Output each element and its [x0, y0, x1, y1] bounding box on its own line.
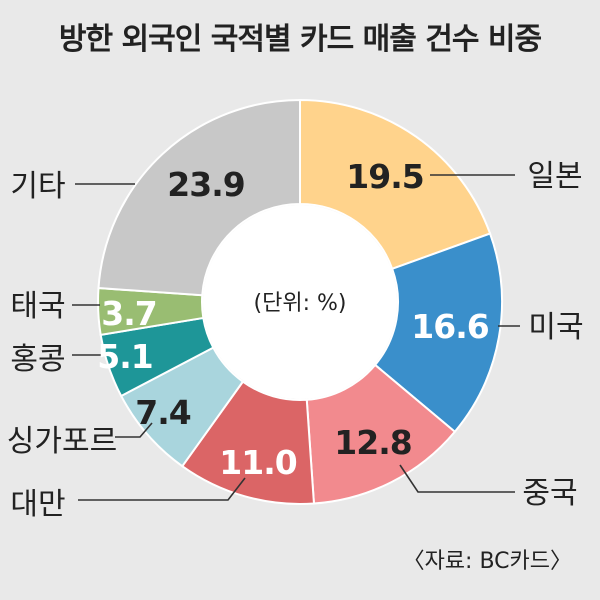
center-label: (단위: %) — [254, 291, 347, 316]
chart-title: 방한 외국인 국적별 카드 매출 건수 비중 — [58, 22, 542, 57]
category-label-3: 대만 — [10, 487, 65, 522]
leader-line-2 — [399, 464, 515, 493]
value-label-0: 19.5 — [346, 157, 423, 196]
category-label-4: 싱가포르 — [7, 424, 117, 459]
value-label-3: 11.0 — [219, 443, 296, 482]
source-note: 〈자료: BC카드〉 — [402, 549, 572, 574]
category-label-5: 홍콩 — [10, 342, 65, 377]
value-label-4: 7.4 — [135, 393, 190, 432]
value-label-5: 5.1 — [97, 337, 152, 376]
value-label-1: 16.6 — [411, 307, 488, 346]
leader-line-4 — [115, 422, 153, 438]
value-label-7: 23.9 — [167, 165, 244, 204]
leader-line-3 — [78, 477, 246, 501]
category-label-1: 미국 — [528, 310, 583, 345]
slice-7 — [97, 98, 301, 297]
value-label-2: 12.8 — [334, 423, 411, 462]
value-label-6: 3.7 — [101, 294, 156, 333]
category-label-7: 기타 — [10, 169, 65, 204]
category-label-0: 일본 — [527, 159, 582, 194]
category-label-6: 태국 — [10, 289, 65, 324]
slice-1 — [373, 232, 503, 434]
donut-hole — [203, 205, 397, 399]
category-label-2: 중국 — [522, 476, 577, 511]
slice-0 — [299, 98, 492, 271]
